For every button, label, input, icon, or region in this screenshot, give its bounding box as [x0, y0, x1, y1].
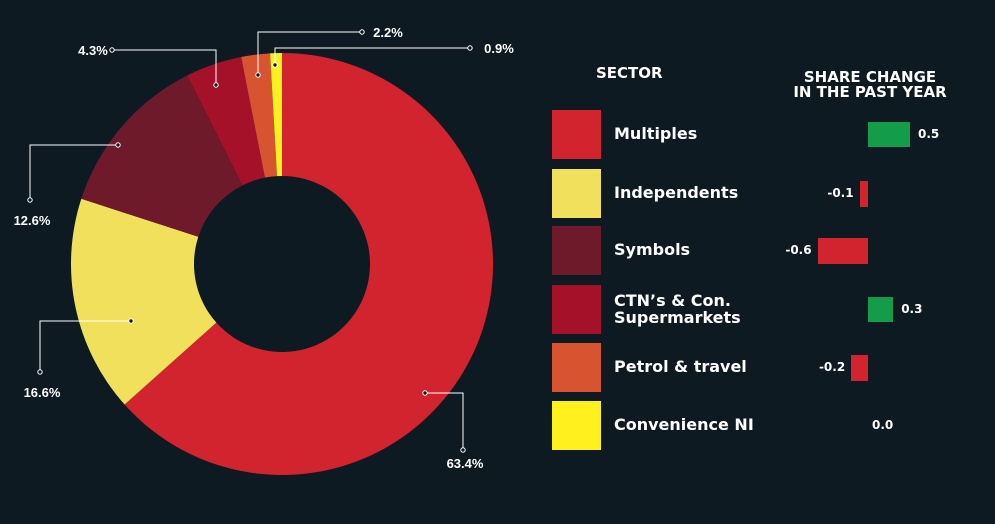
slice-convenience-ni: [270, 53, 282, 177]
legend-label-petrol-travel: Petrol & travel: [614, 357, 747, 376]
change-bar-ctn-s-con-supermarkets: [868, 296, 894, 322]
leader-dot: [359, 29, 365, 35]
legend-header: SECTOR: [596, 64, 663, 82]
pct-label-ctn-s-con-supermarkets: 4.3%: [78, 43, 108, 58]
slice-ctn-s-con-supermarkets: [187, 56, 265, 186]
leader-dot: [37, 369, 43, 375]
slice-petrol-travel: [241, 53, 278, 178]
leader-line-petrol-travel: [257, 31, 362, 75]
leader-dot: [109, 47, 115, 53]
leader-dot: [467, 45, 473, 51]
change-bar-symbols: [817, 237, 868, 264]
change-value-multiples: 0.5: [918, 126, 940, 141]
leader-line-convenience-ni: [274, 47, 470, 65]
pct-label-convenience-ni: 0.9%: [484, 41, 514, 56]
slice-multiples: [124, 53, 494, 476]
leader-dot: [213, 82, 219, 88]
leader-dot: [128, 318, 134, 324]
change-bar-petrol-travel: [851, 354, 868, 381]
leader-line-ctn-s-con-supermarkets: [112, 49, 217, 85]
legend-swatch-ctn-s-con-supermarkets: [552, 285, 601, 334]
change-value-convenience-ni: 0.0: [872, 417, 894, 432]
leader-line-multiples: [425, 392, 464, 450]
pct-label-symbols: 12.6%: [13, 213, 51, 228]
leader-line-symbols: [29, 144, 118, 200]
pct-label-petrol-travel: 2.2%: [373, 25, 403, 40]
change-value-symbols: -0.6: [785, 242, 812, 257]
leader-dot: [27, 197, 33, 203]
pct-label-multiples: 63.4%: [446, 456, 484, 471]
legend-label-independents: Independents: [614, 183, 739, 202]
change-value-petrol-travel: -0.2: [818, 359, 846, 374]
legend-swatch-convenience-ni: [552, 401, 601, 450]
slice-independents: [71, 198, 217, 405]
legend-swatch-symbols: [552, 226, 601, 275]
legend-label-multiples: Multiples: [614, 124, 698, 143]
legend-swatch-multiples: [552, 110, 601, 159]
legend-swatch-petrol-travel: [552, 343, 601, 392]
change-header: SHARE CHANGE IN THE PAST YEAR: [793, 68, 947, 101]
change-bar-independents: [859, 180, 868, 207]
leader-dot: [422, 390, 428, 396]
legend-label-ctn-s-con-supermarkets: CTN’s & Con. Supermarkets: [614, 290, 741, 327]
leader-dot: [460, 447, 466, 453]
leader-line-independents: [39, 320, 131, 372]
leader-dot: [272, 62, 278, 68]
legend-label-convenience-ni: Convenience NI: [614, 415, 754, 434]
legend-swatch-independents: [552, 169, 601, 218]
leader-dot: [115, 142, 121, 148]
change-bar-multiples: [868, 121, 910, 147]
legend-label-symbols: Symbols: [614, 240, 691, 259]
leader-dot: [255, 72, 261, 78]
change-value-independents: -0.1: [827, 185, 854, 200]
slice-symbols: [81, 75, 243, 237]
pct-label-independents: 16.6%: [23, 385, 61, 400]
change-value-ctn-s-con-supermarkets: 0.3: [901, 301, 923, 316]
